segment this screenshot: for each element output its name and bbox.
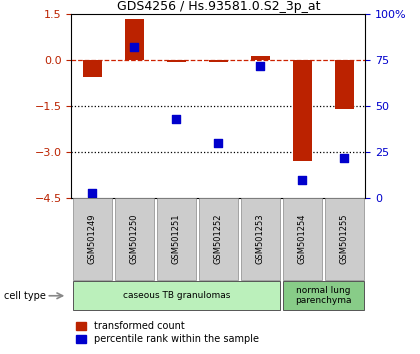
FancyBboxPatch shape: [325, 198, 364, 280]
FancyBboxPatch shape: [283, 281, 364, 310]
Point: [299, 177, 306, 183]
Title: GDS4256 / Hs.93581.0.S2_3p_at: GDS4256 / Hs.93581.0.S2_3p_at: [117, 0, 320, 13]
Bar: [83, 60, 102, 77]
Bar: [167, 60, 186, 62]
FancyBboxPatch shape: [241, 198, 280, 280]
Point: [131, 45, 138, 50]
Text: GSM501253: GSM501253: [256, 213, 265, 264]
Text: GSM501255: GSM501255: [340, 214, 349, 264]
FancyBboxPatch shape: [157, 198, 196, 280]
Text: cell type: cell type: [4, 291, 46, 301]
Bar: [251, 56, 270, 60]
Text: GSM501254: GSM501254: [298, 214, 307, 264]
Text: GSM501249: GSM501249: [88, 214, 97, 264]
FancyBboxPatch shape: [115, 198, 154, 280]
Text: GSM501252: GSM501252: [214, 214, 223, 264]
Text: normal lung
parenchyma: normal lung parenchyma: [295, 286, 352, 305]
Bar: [335, 60, 354, 109]
Text: GSM501250: GSM501250: [130, 214, 139, 264]
FancyBboxPatch shape: [73, 281, 280, 310]
Point: [89, 190, 96, 195]
Legend: transformed count, percentile rank within the sample: transformed count, percentile rank withi…: [76, 321, 259, 344]
Point: [257, 63, 264, 69]
Point: [341, 155, 348, 161]
Point: [173, 116, 180, 122]
Text: caseous TB granulomas: caseous TB granulomas: [123, 291, 230, 300]
FancyBboxPatch shape: [283, 198, 322, 280]
Point: [215, 140, 222, 146]
Bar: [125, 19, 144, 60]
FancyBboxPatch shape: [73, 198, 112, 280]
Text: GSM501251: GSM501251: [172, 214, 181, 264]
Bar: [293, 60, 312, 161]
FancyBboxPatch shape: [199, 198, 238, 280]
Bar: [209, 60, 228, 62]
